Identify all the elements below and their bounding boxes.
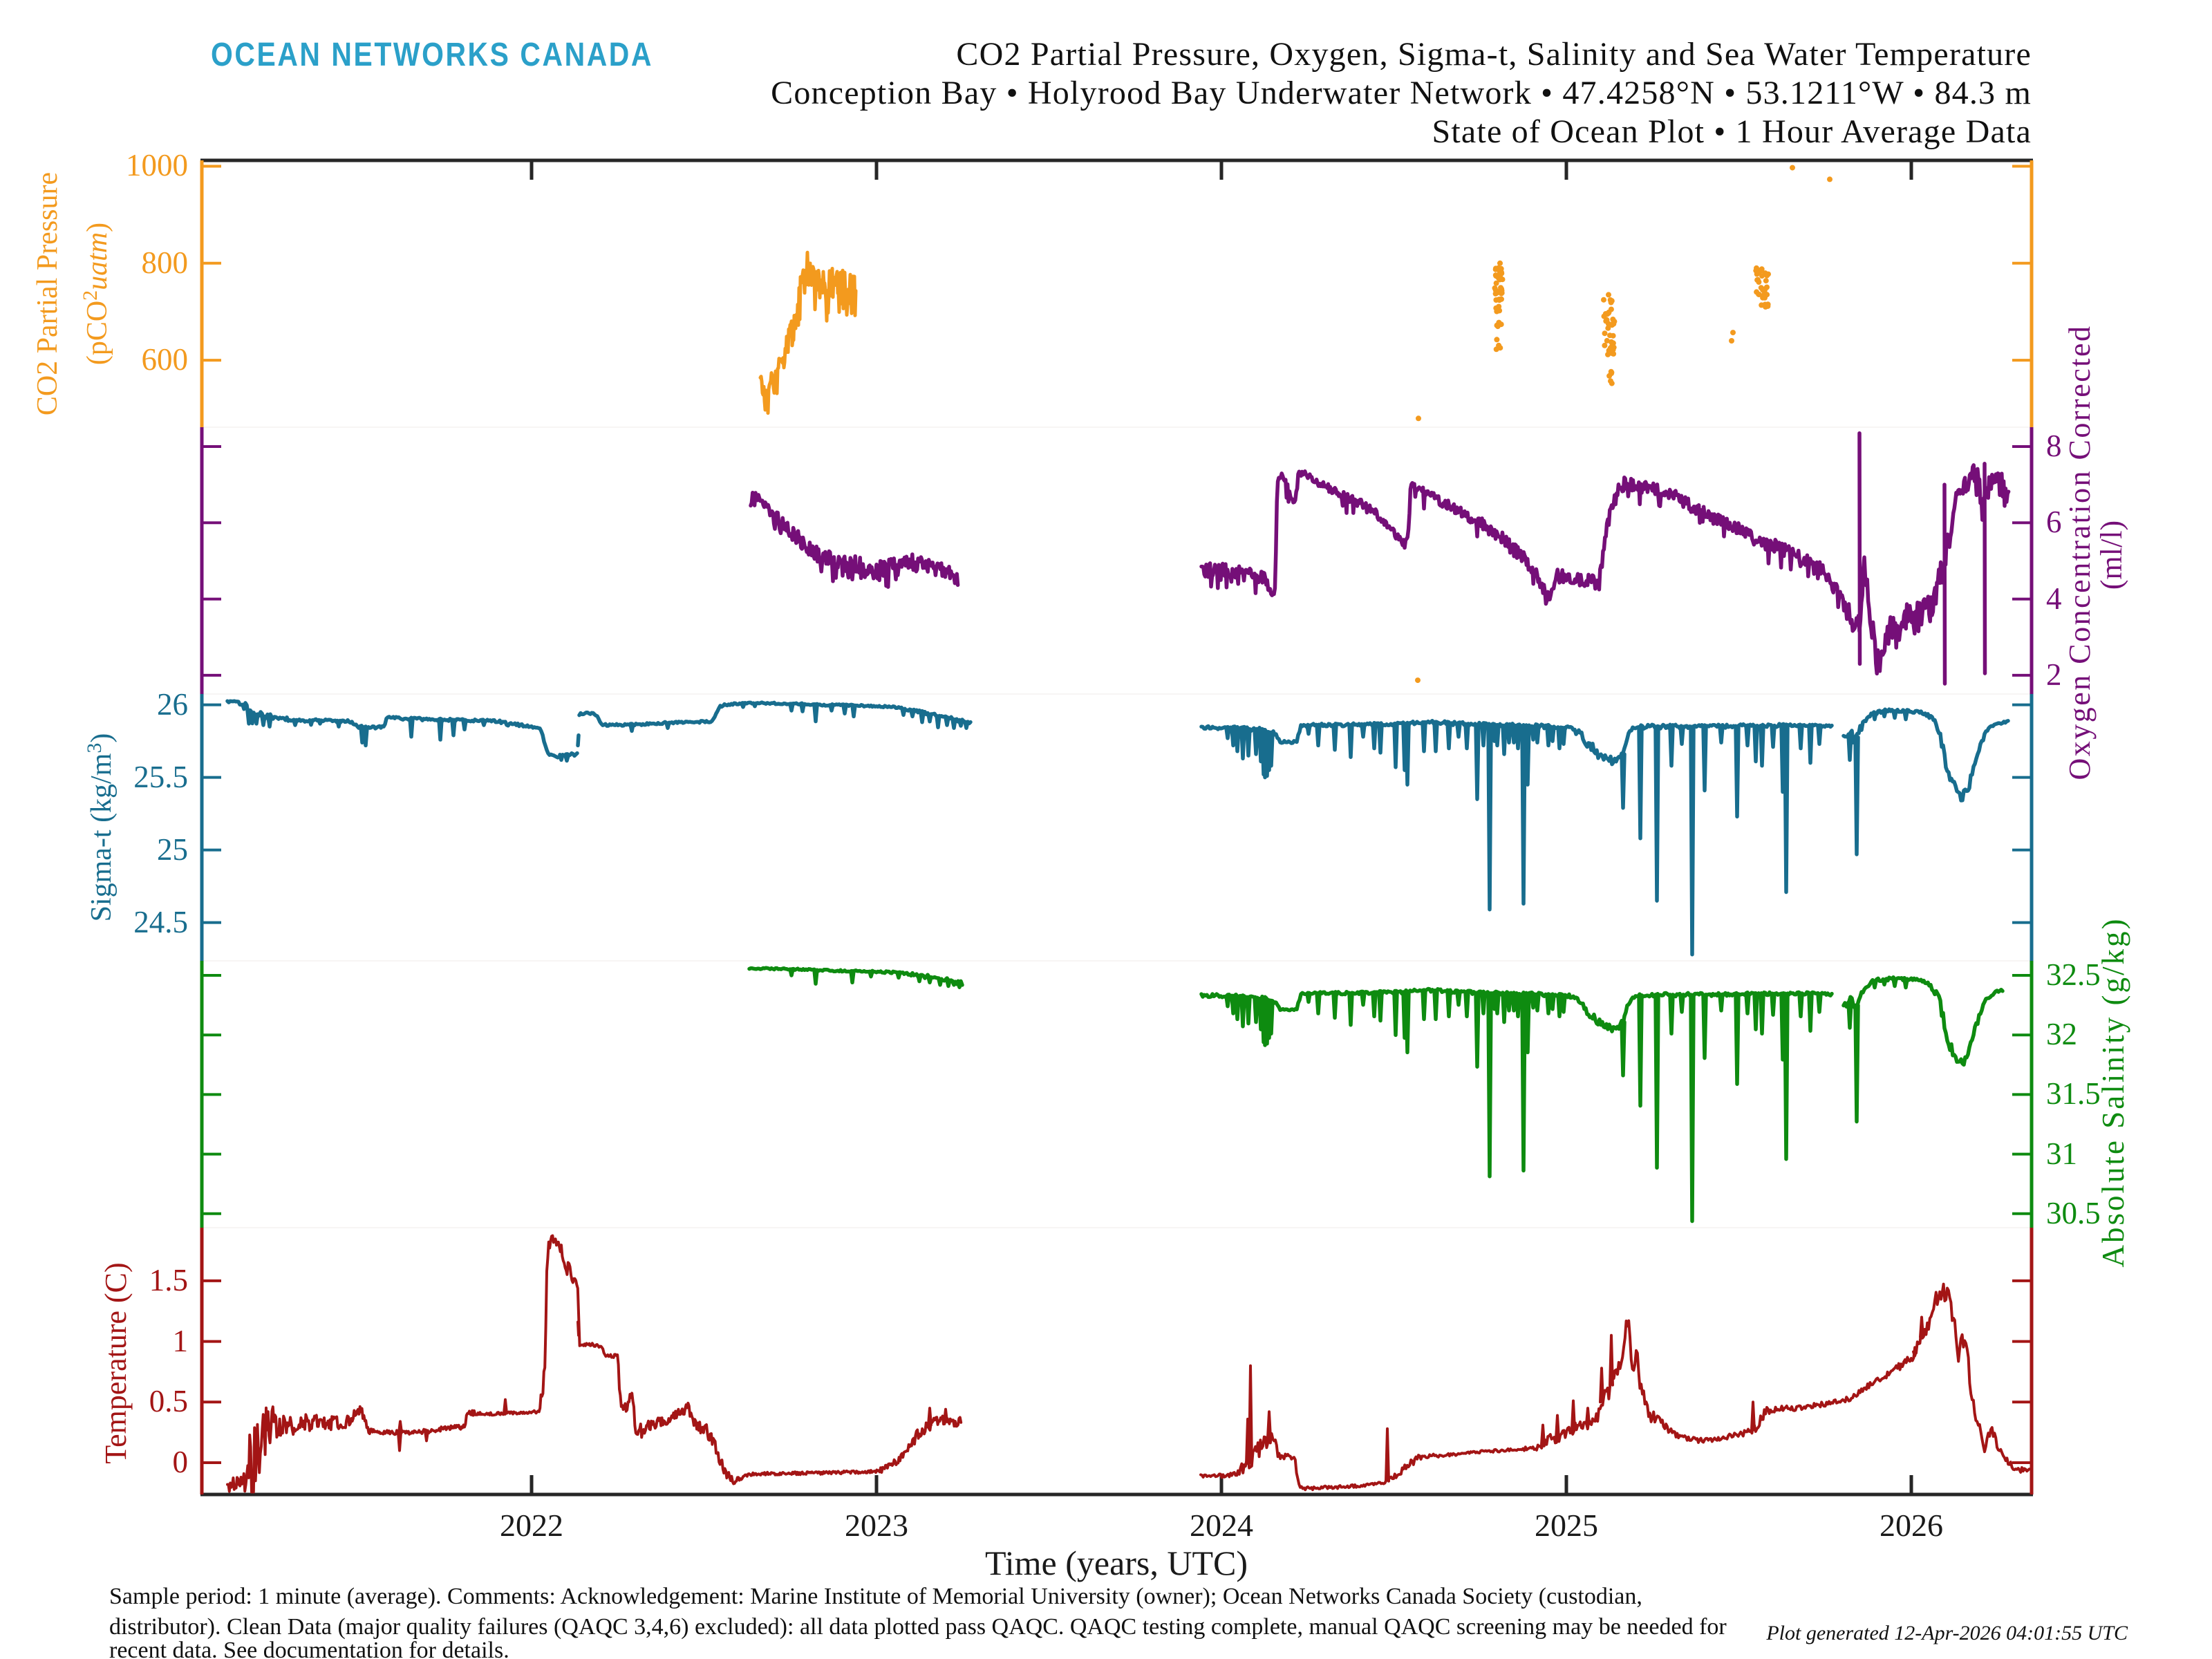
svg-text:Absolute Salinity (g/kg): Absolute Salinity (g/kg) <box>2096 917 2130 1268</box>
svg-text:Time (years, UTC): Time (years, UTC) <box>985 1544 1248 1582</box>
svg-text:1: 1 <box>173 1324 189 1358</box>
svg-text:30.5: 30.5 <box>2046 1196 2101 1230</box>
svg-text:32: 32 <box>2046 1017 2077 1051</box>
svg-text:2022: 2022 <box>500 1508 563 1543</box>
svg-text:2025: 2025 <box>1535 1508 1598 1543</box>
svg-text:Oxygen Concentration Corrected: Oxygen Concentration Corrected <box>2063 324 2097 780</box>
svg-text:2023: 2023 <box>845 1508 908 1543</box>
svg-text:2: 2 <box>2046 657 2062 692</box>
svg-text:CO2 Partial Pressure: CO2 Partial Pressure <box>32 172 64 415</box>
svg-text:26: 26 <box>157 687 188 722</box>
svg-text:Plot generated 12-Apr-2026 04:: Plot generated 12-Apr-2026 04:01:55 UTC <box>1765 1622 2128 1644</box>
svg-text:2024: 2024 <box>1190 1508 1253 1543</box>
svg-text:31.5: 31.5 <box>2046 1076 2101 1111</box>
svg-text:Sigma-t (kg/m3): Sigma-t (kg/m3) <box>83 733 118 922</box>
svg-text:32.5: 32.5 <box>2046 957 2101 992</box>
svg-text:6: 6 <box>2046 505 2062 539</box>
svg-text:1.5: 1.5 <box>149 1263 188 1297</box>
svg-text:1000: 1000 <box>126 148 188 182</box>
svg-text:recent data. See documentation: recent data. See documentation for detai… <box>109 1638 509 1659</box>
svg-text:800: 800 <box>142 245 189 280</box>
svg-text:OCEAN NETWORKS CANADA: OCEAN NETWORKS CANADA <box>211 37 653 73</box>
svg-text:distributor). Clean Data (majo: distributor). Clean Data (major quality … <box>109 1614 1727 1640</box>
svg-text:2026: 2026 <box>1880 1508 1943 1543</box>
svg-text:8: 8 <box>2046 429 2062 463</box>
svg-text:24.5: 24.5 <box>133 905 188 939</box>
svg-text:CO2 Partial Pressure, Oxygen,: CO2 Partial Pressure, Oxygen, Sigma-t, S… <box>956 36 2032 73</box>
svg-text:600: 600 <box>142 342 189 377</box>
svg-text:Temperature (C): Temperature (C) <box>99 1262 133 1463</box>
svg-text:25.5: 25.5 <box>133 760 188 794</box>
svg-text:State of Ocean Plot • 1 Hour A: State of Ocean Plot • 1 Hour Average Dat… <box>1432 113 2032 150</box>
svg-text:Sample period: 1 minute (avera: Sample period: 1 minute (average). Comme… <box>109 1584 1642 1609</box>
svg-text:Conception Bay • Holyrood Bay: Conception Bay • Holyrood Bay Underwater… <box>771 75 2032 111</box>
svg-text:25: 25 <box>157 832 188 867</box>
svg-text:31: 31 <box>2046 1136 2077 1171</box>
svg-text:(ml/l): (ml/l) <box>2094 521 2128 590</box>
svg-text:0: 0 <box>173 1445 189 1479</box>
svg-text:0.5: 0.5 <box>149 1384 188 1418</box>
svg-text:4: 4 <box>2046 581 2062 616</box>
